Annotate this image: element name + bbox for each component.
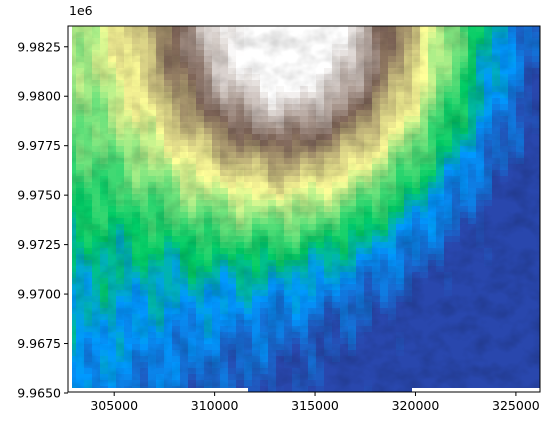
nodata-strip — [68, 26, 72, 392]
y-tick-label: 9.9675 — [17, 336, 61, 351]
nodata-strip — [68, 388, 248, 392]
heatmap-raster — [68, 26, 540, 392]
axes-frame — [67, 25, 541, 393]
y-axis: 9.9825 9.9800 9.9775 9.9750 9.9725 9.9700 9.96… — [17, 39, 68, 400]
x-tick-label: 310000 — [191, 398, 239, 413]
y-tick-label: 9.9650 — [17, 385, 61, 400]
nodata-strip — [412, 388, 540, 392]
y-tick-label: 9.9725 — [17, 237, 61, 252]
y-tick-label: 9.9800 — [17, 89, 61, 104]
x-tick-label: 320000 — [392, 398, 440, 413]
x-axis: 305000 310000 315000 320000 325000 — [90, 392, 540, 413]
y-axis-offset-label: 1e6 — [69, 3, 93, 18]
x-tick-label: 315000 — [291, 398, 339, 413]
y-tick-label: 9.9700 — [17, 287, 61, 302]
x-tick-label: 305000 — [90, 398, 138, 413]
y-tick-label: 9.9750 — [17, 188, 61, 203]
x-tick-label: 325000 — [492, 398, 540, 413]
y-tick-label: 9.9825 — [17, 39, 61, 54]
y-tick-label: 9.9775 — [17, 138, 61, 153]
